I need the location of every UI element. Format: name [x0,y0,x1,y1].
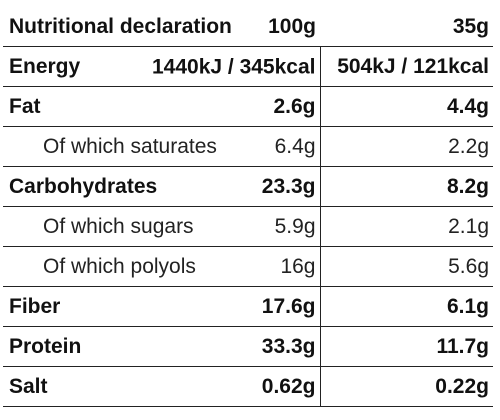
column-header-35g: 35g [320,6,493,47]
table-title: Nutritional declaration [3,6,246,47]
row-saturates: Of which saturates 6.4g 2.2g [3,126,493,167]
value-per-100g: 16g [246,246,320,287]
value-per-35g: 6.1g [319,286,493,327]
row-sugars: Of which sugars 5.9g 2.1g [3,206,493,247]
row-polyols: Of which polyols 16g 5.6g [3,246,493,287]
value-per-100g: 0.62g [246,366,320,407]
row-fat: Fat 2.6g 4.4g [3,86,493,127]
value-per-100g: 5.9g [246,206,320,247]
row-energy: Energy 1440kJ / 345kcal 504kJ / 121kcal [3,46,493,87]
value-per-35g: 11.7g [319,326,493,367]
table-header-row: Nutritional declaration 100g 35g [3,6,493,47]
value-per-100g: 6.4g [246,126,320,167]
value-per-100g: 1440kJ / 345kcal [152,46,320,87]
value-per-35g: 2.1g [319,206,493,247]
energy-100g-text: 1440kJ / 345kcal [152,55,316,78]
nutrient-label: Salt [3,366,246,407]
value-per-35g: 504kJ / 121kcal [319,46,493,87]
nutrient-label: Of which saturates [3,126,246,167]
nutrient-label: Fiber [3,286,246,327]
nutrient-label: Protein [3,326,246,367]
value-per-35g: 4.4g [319,86,493,127]
row-carbohydrates: Carbohydrates 23.3g 8.2g [3,166,493,207]
value-per-35g: 2.2g [319,126,493,167]
value-per-35g: 0.22g [319,366,493,407]
nutrient-label: Fat [3,86,246,127]
value-per-35g: 8.2g [319,166,493,207]
row-fiber: Fiber 17.6g 6.1g [3,286,493,327]
column-header-100g: 100g [246,6,320,47]
value-per-100g: 23.3g [246,166,320,207]
row-protein: Protein 33.3g 11.7g [3,326,493,367]
nutrient-label: Carbohydrates [3,166,246,207]
nutrient-label: Energy [3,46,246,87]
value-per-100g: 33.3g [246,326,320,367]
value-per-100g: 2.6g [246,86,320,127]
nutrient-label: Of which polyols [3,246,246,287]
value-per-35g: 5.6g [319,246,493,287]
row-salt: Salt 0.62g 0.22g [3,366,493,407]
nutrient-label: Of which sugars [3,206,246,247]
nutrition-table: Nutritional declaration 100g 35g Energy … [3,6,493,407]
value-per-100g: 17.6g [246,286,320,327]
